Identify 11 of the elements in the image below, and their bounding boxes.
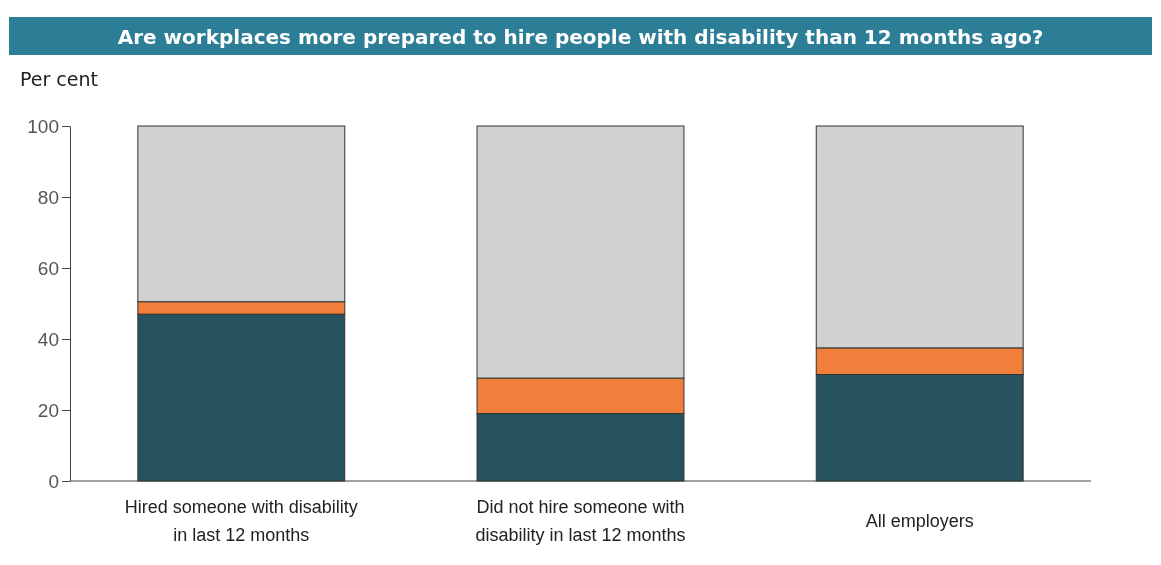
y-tick-label: 20 — [37, 399, 59, 421]
y-tick-label: 100 — [27, 115, 59, 137]
y-axis-title: Per cent — [20, 68, 98, 90]
chart-title: Are workplaces more prepared to hire people with disability than 12 months ago? — [117, 25, 1044, 49]
x-tick-label: Did not hire someone with disability in last 12 months — [475, 497, 686, 545]
y-tick-label: 0 — [48, 470, 59, 492]
y-tick-label: 60 — [37, 257, 59, 279]
y-tick-label: 40 — [37, 328, 59, 350]
x-tick-label: Hired someone with disability in last 12 months — [124, 497, 358, 545]
y-tick-label: 80 — [37, 186, 59, 208]
x-tick-label: All employers — [865, 511, 974, 531]
